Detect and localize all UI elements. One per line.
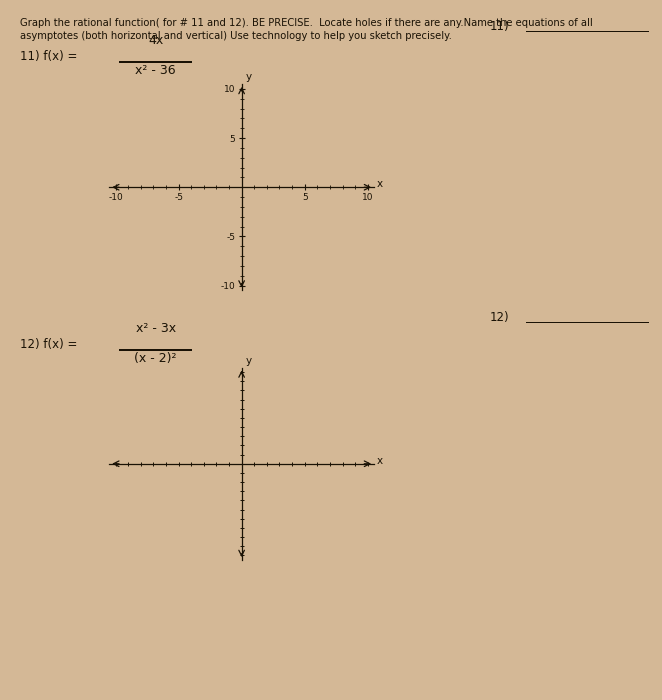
- Text: y: y: [246, 72, 252, 82]
- Text: 11): 11): [490, 20, 510, 33]
- Text: asymptotes (both horizontal and vertical) Use technology to help you sketch prec: asymptotes (both horizontal and vertical…: [20, 31, 451, 41]
- Text: 12) f(x) =: 12) f(x) =: [20, 338, 81, 351]
- Text: Graph the rational function( for # 11 and 12). BE PRECISE.  Locate holes if ther: Graph the rational function( for # 11 an…: [20, 18, 592, 27]
- Text: x² - 3x: x² - 3x: [136, 321, 175, 335]
- Text: 11) f(x) =: 11) f(x) =: [20, 50, 81, 64]
- Text: (x - 2)²: (x - 2)²: [134, 352, 177, 365]
- Text: x: x: [377, 456, 383, 466]
- Text: y: y: [246, 356, 252, 365]
- Text: x: x: [377, 179, 383, 189]
- Text: x² - 36: x² - 36: [135, 64, 176, 78]
- Text: 12): 12): [490, 312, 510, 325]
- Text: 4x: 4x: [148, 34, 164, 47]
